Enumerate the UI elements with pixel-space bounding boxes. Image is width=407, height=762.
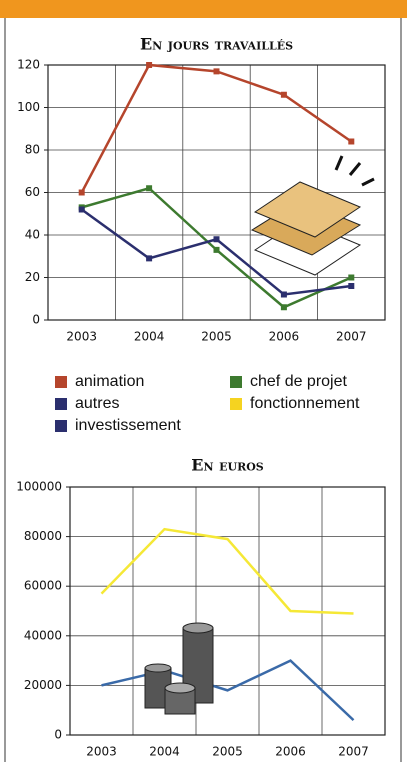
legend-swatch	[230, 398, 242, 410]
y-tick-label: 100000	[16, 480, 62, 494]
point-marker	[348, 283, 355, 289]
point-marker	[280, 304, 287, 311]
y-tick-label: 60000	[24, 579, 62, 593]
legend-label: chef de projet	[250, 373, 348, 390]
series-line	[101, 659, 355, 722]
point-marker	[146, 62, 153, 68]
y-tick-label: 0	[32, 313, 40, 327]
series-line	[100, 527, 354, 615]
legend-label: animation	[75, 373, 144, 390]
plot-frame	[69, 486, 386, 736]
legend-label: autres	[75, 395, 119, 412]
point-marker	[213, 236, 220, 243]
y-tick-label: 120	[17, 58, 40, 72]
legend-label: fonctionnement	[250, 395, 360, 412]
y-tick-label: 20000	[24, 678, 62, 692]
y-tick-label: 100	[17, 100, 40, 114]
legend-swatch	[55, 420, 67, 432]
x-tick-label: 2003	[86, 745, 117, 759]
header-band	[0, 0, 407, 18]
point-marker	[348, 138, 355, 145]
x-tick-label: 2005	[212, 745, 243, 759]
point-marker	[78, 206, 85, 213]
point-marker	[213, 68, 220, 75]
y-tick-label: 0	[54, 728, 62, 742]
point-marker	[78, 189, 85, 196]
x-tick-label: 2004	[134, 330, 165, 344]
chart-title: En jours travaillés	[140, 35, 293, 54]
y-tick-label: 40000	[24, 628, 62, 642]
chart-title: En euros	[191, 456, 264, 475]
y-tick-label: 60	[25, 185, 40, 199]
x-tick-label: 2007	[338, 745, 369, 759]
coin-illustration	[144, 622, 214, 715]
x-tick-label: 2004	[149, 745, 180, 759]
legend-swatch	[230, 376, 242, 388]
plot-frame	[47, 64, 386, 321]
legend-swatch	[55, 398, 67, 410]
x-tick-label: 2006	[275, 745, 306, 759]
y-tick-label: 20	[25, 270, 40, 284]
point-marker	[280, 91, 287, 98]
y-tick-label: 80000	[24, 529, 62, 543]
y-tick-label: 80	[25, 143, 40, 157]
x-tick-label: 2005	[201, 330, 232, 344]
x-tick-label: 2003	[66, 330, 97, 344]
series-line	[80, 63, 353, 194]
paper-illustration	[250, 155, 375, 276]
point-marker	[146, 255, 153, 262]
point-marker	[348, 274, 355, 281]
point-marker	[213, 246, 220, 253]
legend-swatch	[55, 376, 67, 388]
point-marker	[280, 291, 287, 298]
point-marker	[146, 185, 153, 192]
x-tick-label: 2006	[269, 330, 300, 344]
x-tick-label: 2007	[336, 330, 367, 344]
y-tick-label: 40	[25, 228, 40, 242]
legend-label: investissement	[75, 417, 181, 434]
